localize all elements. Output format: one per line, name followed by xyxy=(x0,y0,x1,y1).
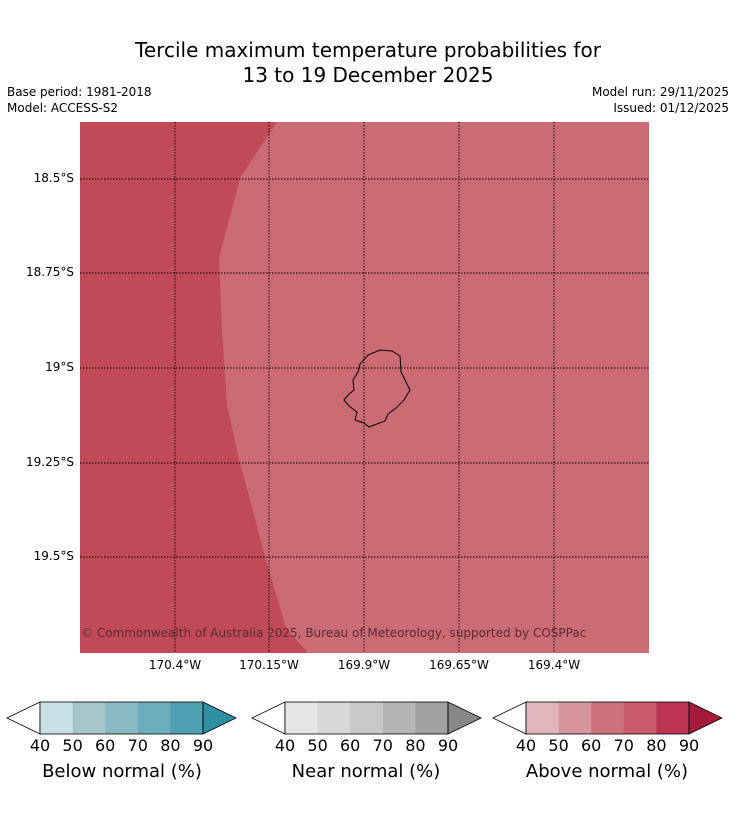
colorbar-segment xyxy=(72,702,106,734)
colorbar-tick-label: 90 xyxy=(192,736,214,755)
map-title: Tercile maximum temperature probabilitie… xyxy=(0,38,736,88)
colorbar-tick-label: 70 xyxy=(372,736,393,755)
colorbar-over-arrow xyxy=(202,701,237,735)
colorbar-segment xyxy=(285,702,318,734)
colorbar-segment xyxy=(350,702,384,734)
colorbar-outline xyxy=(284,701,449,735)
colorbar-tick-label: 60 xyxy=(95,736,116,755)
niue-island-outline xyxy=(343,349,411,428)
colorbar-tick-label: 80 xyxy=(646,736,667,755)
colorbar-tick-label: 60 xyxy=(340,736,361,755)
lat-tick-label: 19.5°S xyxy=(33,549,74,563)
colorbar-segment xyxy=(623,702,657,734)
lon-tick-label: 170.4°W xyxy=(148,658,202,672)
lat-tick-label: 18.75°S xyxy=(26,265,74,279)
lon-tick-label: 170.15°W xyxy=(239,658,299,672)
colorbar-segment xyxy=(105,702,139,734)
region-above-80-90 xyxy=(80,122,308,653)
copyright-notice: © Commonwealth of Australia 2025, Bureau… xyxy=(81,626,587,640)
colorbar-tick-label: 70 xyxy=(127,736,148,755)
colorbar-segment xyxy=(137,702,171,734)
title-line-1: Tercile maximum temperature probabilitie… xyxy=(135,38,601,62)
colorbar-above xyxy=(492,701,723,735)
colorbar-segment xyxy=(526,702,559,734)
colorbar-below xyxy=(6,701,237,735)
colorbar-tick-label: 50 xyxy=(307,736,328,755)
meta-left: Base period: 1981-2018 Model: ACCESS-S2 xyxy=(7,84,152,116)
colorbar-below-label: Below normal (%) xyxy=(42,761,202,782)
colorbar-over-arrow xyxy=(688,701,723,735)
colorbar-segment xyxy=(382,702,416,734)
colorbar-tick-label: 70 xyxy=(613,736,634,755)
colorbar-tick-label: 50 xyxy=(548,736,569,755)
base-period: Base period: 1981-2018 xyxy=(7,85,152,99)
colorbar-segment xyxy=(415,702,449,734)
colorbar-tick-label: 90 xyxy=(437,736,459,755)
colorbar-segment xyxy=(170,702,204,734)
lat-tick-label: 18.5°S xyxy=(33,171,74,185)
colorbar-tick-label: 40 xyxy=(274,736,296,755)
colorbar-under-arrow xyxy=(492,701,527,735)
colorbar-tick-label: 50 xyxy=(62,736,83,755)
title-line-2: 13 to 19 December 2025 xyxy=(242,63,494,87)
model-name: Model: ACCESS-S2 xyxy=(7,101,119,115)
colorbar-segment xyxy=(591,702,625,734)
gridlines xyxy=(80,122,649,653)
colorbar-near xyxy=(251,701,482,735)
lon-tick-label: 169.4°W xyxy=(527,658,581,672)
lat-tick-label: 19°S xyxy=(45,360,74,374)
colorbar-under-arrow xyxy=(251,701,286,735)
meta-right: Model run: 29/11/2025 Issued: 01/12/2025 xyxy=(592,84,729,116)
colorbar-over-arrow xyxy=(447,701,482,735)
colorbar-tick-label: 40 xyxy=(515,736,537,755)
colorbar-under-arrow xyxy=(6,701,41,735)
colorbar-segment xyxy=(317,702,351,734)
colorbar-tick-label: 40 xyxy=(29,736,51,755)
lon-tick-label: 169.65°W xyxy=(429,658,489,672)
colorbar-above-label: Above normal (%) xyxy=(525,761,689,782)
lon-tick-label: 169.9°W xyxy=(337,658,391,672)
colorbar-tick-label: 80 xyxy=(160,736,181,755)
colorbar-segment xyxy=(558,702,592,734)
lat-tick-label: 19.25°S xyxy=(26,455,74,469)
issued-date: Issued: 01/12/2025 xyxy=(613,101,729,115)
colorbar-segment xyxy=(656,702,690,734)
colorbar-outline xyxy=(525,701,690,735)
colorbar-tick-label: 60 xyxy=(581,736,602,755)
model-run: Model run: 29/11/2025 xyxy=(591,85,729,99)
colorbar-tick-label: 90 xyxy=(678,736,700,755)
colorbar-tick-label: 80 xyxy=(405,736,426,755)
colorbar-near-label: Near normal (%) xyxy=(291,761,441,782)
colorbar-segment xyxy=(40,702,73,734)
colorbar-outline xyxy=(39,701,204,735)
